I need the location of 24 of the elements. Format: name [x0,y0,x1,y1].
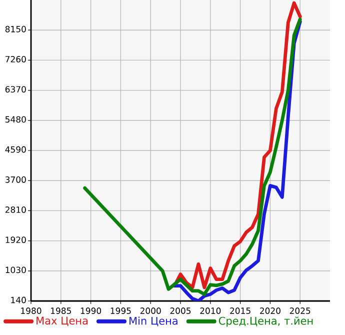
legend-label: Max Цена [36,316,88,326]
x-tick-label: 2005 [170,308,191,314]
line-series [83,18,302,296]
y-tick-label: 2810 [5,206,26,213]
x-tick-label: 1990 [80,308,102,314]
x-tick-label: 2025 [290,308,310,314]
y-tick-label: 8150 [5,26,26,32]
x-tick-label: 1995 [110,308,131,314]
x-tick-label: 1985 [51,308,71,314]
x-tick-label: 2020 [260,308,280,314]
y-tick-label: 1030 [6,266,26,274]
y-tick-label: 5480 [5,116,26,123]
x-tick-label: 1980 [21,308,42,314]
y-tick-label: 7260 [6,56,26,62]
legend-label: Min Цена [130,316,178,326]
y-tick-label: 6370 [5,86,26,93]
y-tick-label: 3700 [5,176,26,183]
x-tick-label: 2010 [200,308,221,314]
y-tick-label: 140 [11,296,26,304]
y-tick-label: 1920 [6,236,26,244]
legend-label: Сред.Цена, т.йен [218,316,313,327]
x-tick-label: 2000 [140,308,161,314]
y-tick-label: 4590 [5,146,26,153]
x-tick-label: 2015 [230,308,250,314]
